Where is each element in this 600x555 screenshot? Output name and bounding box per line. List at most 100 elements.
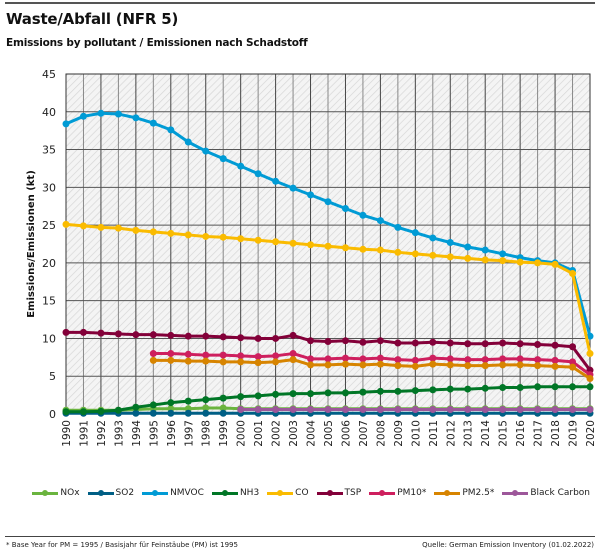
x-tick-label: 2010 <box>410 420 422 447</box>
legend-swatch-icon <box>316 488 343 498</box>
legend-label: TSP <box>344 488 362 498</box>
data-point-tsp <box>411 339 419 347</box>
data-point-black-carbon <box>394 405 402 413</box>
data-point-pm10 <box>551 356 559 364</box>
data-point-nh3 <box>254 392 262 400</box>
legend-item-pm10: PM10* <box>369 488 426 498</box>
series-nh3 <box>62 383 594 416</box>
data-point-pm2-5 <box>149 356 157 364</box>
legend-swatch-icon <box>32 488 59 498</box>
data-point-nh3 <box>429 386 437 394</box>
data-point-pm10 <box>341 354 349 362</box>
data-point-black-carbon <box>429 405 437 413</box>
data-point-pm2-5 <box>237 358 245 366</box>
data-point-co <box>237 235 245 243</box>
data-point-co <box>446 253 454 261</box>
data-point-pm10 <box>307 355 315 363</box>
data-point-black-carbon <box>586 405 594 413</box>
series-group <box>62 109 594 417</box>
data-point-black-carbon <box>376 405 384 413</box>
data-point-pm2-5 <box>446 361 454 369</box>
series-co <box>62 220 594 358</box>
data-point-tsp <box>534 340 542 348</box>
data-point-nmvoc <box>237 162 245 170</box>
data-point-nh3 <box>411 387 419 395</box>
legend-label: Black Carbon <box>530 488 590 498</box>
x-tick-label: 2009 <box>393 420 405 447</box>
legend-swatch-icon <box>502 488 529 498</box>
data-point-black-carbon <box>534 405 542 413</box>
data-point-nh3 <box>586 383 594 391</box>
data-point-nmvoc <box>132 114 140 122</box>
data-point-tsp <box>307 337 315 345</box>
data-point-pm10 <box>446 355 454 363</box>
x-tick-label: 2017 <box>533 420 545 447</box>
data-point-so2 <box>132 409 140 417</box>
data-point-pm10 <box>167 350 175 358</box>
data-point-co <box>516 258 524 266</box>
data-point-co <box>394 248 402 256</box>
data-point-pm10 <box>429 354 437 362</box>
y-tick-label: 40 <box>42 106 56 119</box>
data-point-tsp <box>551 341 559 349</box>
x-tick-label: 1995 <box>148 420 160 447</box>
data-point-pm10 <box>481 356 489 364</box>
data-point-co <box>254 236 262 244</box>
data-point-co <box>586 350 594 358</box>
data-point-nmvoc <box>586 332 594 340</box>
data-point-pm10 <box>394 356 402 364</box>
data-point-black-carbon <box>569 405 577 413</box>
series-tsp <box>62 328 594 374</box>
data-point-co <box>149 228 157 236</box>
chart-subtitle: Emissions by pollutant / Emissionen nach… <box>6 37 308 49</box>
data-point-co <box>411 250 419 258</box>
data-point-tsp <box>132 331 140 339</box>
x-tick-label: 1996 <box>166 420 178 447</box>
data-point-tsp <box>341 337 349 345</box>
data-point-nmvoc <box>411 229 419 237</box>
data-point-nh3 <box>272 390 280 398</box>
data-point-nh3 <box>534 383 542 391</box>
data-point-co <box>341 244 349 252</box>
data-point-pm2-5 <box>569 363 577 371</box>
y-tick-label: 45 <box>42 68 56 81</box>
data-point-nmvoc <box>62 120 70 128</box>
data-point-nmvoc <box>499 250 507 258</box>
legend-item-nmvoc: NMVOC <box>142 488 204 498</box>
data-point-nh3 <box>376 387 384 395</box>
y-tick-label: 10 <box>42 332 56 345</box>
y-tick-label: 15 <box>42 295 56 308</box>
series-pm10 <box>149 350 594 379</box>
data-point-nmvoc <box>324 198 332 206</box>
data-point-pm2-5 <box>341 360 349 368</box>
data-point-co <box>167 229 175 237</box>
data-point-pm2-5 <box>324 361 332 369</box>
data-point-tsp <box>219 333 227 341</box>
data-point-nh3 <box>516 384 524 392</box>
data-point-tsp <box>499 339 507 347</box>
data-point-pm2-5 <box>202 357 210 365</box>
data-point-nh3 <box>184 397 192 405</box>
legend-label: PM2.5* <box>462 488 495 498</box>
data-point-co <box>534 259 542 267</box>
source-note: Quelle: German Emission Inventory (01.02… <box>422 541 594 549</box>
data-point-pm10 <box>149 350 157 358</box>
data-point-nox <box>202 404 210 412</box>
x-tick-label: 2019 <box>568 420 580 447</box>
data-point-nmvoc <box>464 243 472 251</box>
data-point-tsp <box>79 328 87 336</box>
data-point-pm2-5 <box>551 362 559 370</box>
x-tick-label: 1994 <box>131 420 143 447</box>
legend: NOx SO2 NMVOC NH3 CO TSP PM10* PM2.5* Black Carb… <box>32 488 590 498</box>
data-point-co <box>307 241 315 249</box>
data-point-pm10 <box>534 356 542 364</box>
data-point-nmvoc <box>341 204 349 212</box>
data-point-pm10 <box>202 351 210 359</box>
data-point-co <box>481 256 489 264</box>
data-point-nmvoc <box>79 112 87 120</box>
data-point-nh3 <box>394 387 402 395</box>
legend-label: PM10* <box>397 488 427 498</box>
data-point-nh3 <box>79 408 87 416</box>
data-point-nh3 <box>289 390 297 398</box>
data-point-nh3 <box>167 399 175 407</box>
